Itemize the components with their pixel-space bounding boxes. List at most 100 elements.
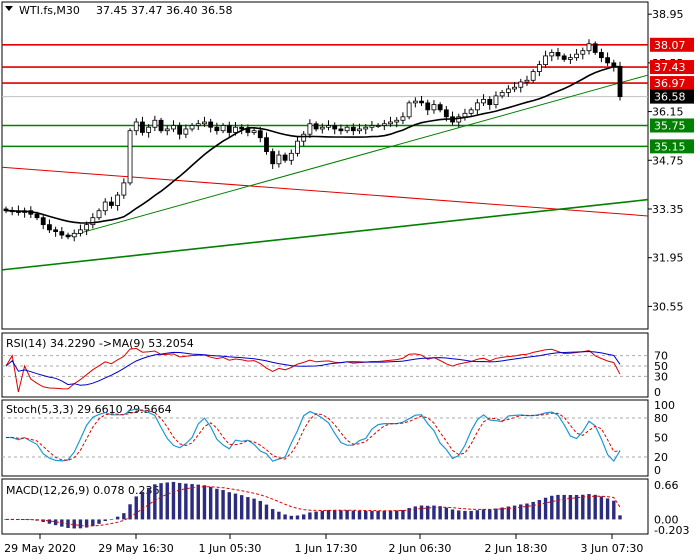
level-tag-label: 35.75 bbox=[654, 119, 686, 132]
macd-label: MACD(12,26,9) 0.078 0.236 bbox=[6, 484, 160, 497]
candle-body bbox=[456, 116, 462, 123]
candle-body bbox=[59, 231, 65, 236]
level-tag-label: 38.07 bbox=[654, 39, 686, 52]
candle-body bbox=[549, 52, 555, 57]
candle-body bbox=[282, 154, 288, 161]
ohlc-values: 37.45 37.47 36.40 36.58 bbox=[96, 4, 232, 17]
candle-body bbox=[40, 217, 46, 226]
candle-body bbox=[474, 102, 480, 111]
time-axis: 29 May 2020 29 May 16:30 1 Jun 05:30 1 Jun … bbox=[4, 534, 643, 555]
candle-body bbox=[121, 182, 127, 196]
candle-body bbox=[257, 130, 263, 139]
macd-bar bbox=[165, 482, 169, 520]
stoch-panel bbox=[1, 399, 649, 477]
rsi-tick-label: 30 bbox=[654, 370, 668, 383]
chart-header: WTI.fs,M30 37.45 37.47 36.40 36.58 bbox=[5, 4, 232, 17]
macd-bar bbox=[277, 511, 281, 520]
candle-body bbox=[555, 52, 561, 57]
time-tick-label: 29 May 16:30 bbox=[98, 542, 173, 555]
candle-body bbox=[437, 104, 443, 111]
candle-body bbox=[202, 121, 207, 125]
macd-bar bbox=[395, 510, 399, 520]
macd-bar bbox=[47, 519, 52, 524]
macd-bar bbox=[177, 482, 182, 520]
macd-bar bbox=[22, 519, 27, 521]
macd-bar bbox=[208, 486, 213, 520]
macd-bar bbox=[531, 501, 535, 520]
candle-body bbox=[394, 119, 400, 123]
macd-bar bbox=[128, 504, 132, 520]
macd-bar bbox=[382, 510, 387, 520]
candle-body bbox=[319, 126, 325, 130]
candle-body bbox=[239, 126, 245, 130]
candle-body bbox=[245, 128, 251, 133]
dropdown-arrow-icon[interactable] bbox=[5, 6, 13, 11]
candle-body bbox=[617, 65, 623, 98]
candle-body bbox=[344, 126, 350, 132]
stoch-tick-label: 50 bbox=[654, 432, 668, 445]
macd-histogram bbox=[4, 481, 622, 529]
macd-bar bbox=[109, 519, 114, 520]
candle-body bbox=[443, 109, 449, 118]
moving-average-line bbox=[6, 65, 621, 224]
macd-bar bbox=[190, 484, 194, 520]
candle-body bbox=[53, 229, 59, 232]
macd-bar bbox=[320, 510, 325, 520]
macd-bar bbox=[221, 490, 225, 520]
macd-bar bbox=[488, 509, 492, 520]
time-tick-label: 3 Jun 07:30 bbox=[581, 542, 644, 555]
stoch-levels bbox=[2, 417, 648, 458]
rsi-tick-label: 70 bbox=[654, 350, 668, 363]
macd-bar bbox=[469, 510, 473, 520]
rsi-label: RSI(14) 34.2290 ->MA(9) 53.2054 bbox=[6, 337, 194, 350]
macd-bar bbox=[357, 510, 362, 520]
macd-bar bbox=[574, 494, 579, 520]
macd-bar bbox=[351, 510, 356, 520]
macd-bar bbox=[103, 519, 107, 522]
candle-body bbox=[214, 126, 220, 132]
candle-body bbox=[419, 100, 424, 104]
macd-bar bbox=[444, 507, 449, 520]
macd-bar bbox=[581, 494, 585, 520]
macd-bar bbox=[426, 505, 430, 520]
main-panel bbox=[1, 1, 649, 330]
macd-bar bbox=[314, 511, 318, 520]
candle-body bbox=[177, 125, 183, 135]
macd-bar bbox=[326, 510, 331, 520]
rsi-tick-label: 50 bbox=[654, 360, 668, 373]
macd-bar bbox=[159, 483, 163, 520]
candle-body bbox=[375, 125, 381, 127]
macd-panel bbox=[1, 478, 649, 535]
macd-bar bbox=[562, 494, 566, 520]
candle-body bbox=[270, 151, 276, 165]
macd-bar bbox=[146, 487, 151, 520]
candle-body bbox=[313, 123, 319, 130]
candle-body bbox=[102, 201, 108, 212]
stoch-tick-label: 80 bbox=[654, 412, 668, 425]
candle-body bbox=[543, 55, 548, 66]
candle-body bbox=[295, 140, 300, 154]
macd-bar bbox=[370, 510, 374, 520]
candle-body bbox=[357, 128, 362, 132]
macd-bar bbox=[605, 498, 610, 520]
candle-body bbox=[512, 86, 517, 90]
level-tag bbox=[650, 139, 694, 154]
candle-body bbox=[580, 50, 586, 55]
macd-bar bbox=[227, 492, 231, 520]
macd-bar bbox=[432, 505, 436, 520]
level-tag bbox=[650, 89, 694, 104]
trendlines bbox=[1, 74, 649, 271]
candle-body bbox=[536, 64, 542, 72]
candle-body bbox=[518, 81, 524, 88]
candle-body bbox=[412, 100, 418, 104]
candle-body bbox=[431, 104, 437, 111]
macd-bar bbox=[457, 510, 461, 520]
candle-body bbox=[71, 232, 77, 238]
candle-body bbox=[276, 154, 282, 165]
macd-bar bbox=[53, 519, 58, 526]
candle-body bbox=[307, 123, 313, 135]
candle-body bbox=[220, 125, 226, 132]
macd-bar bbox=[29, 519, 33, 521]
candle-body bbox=[96, 210, 102, 219]
